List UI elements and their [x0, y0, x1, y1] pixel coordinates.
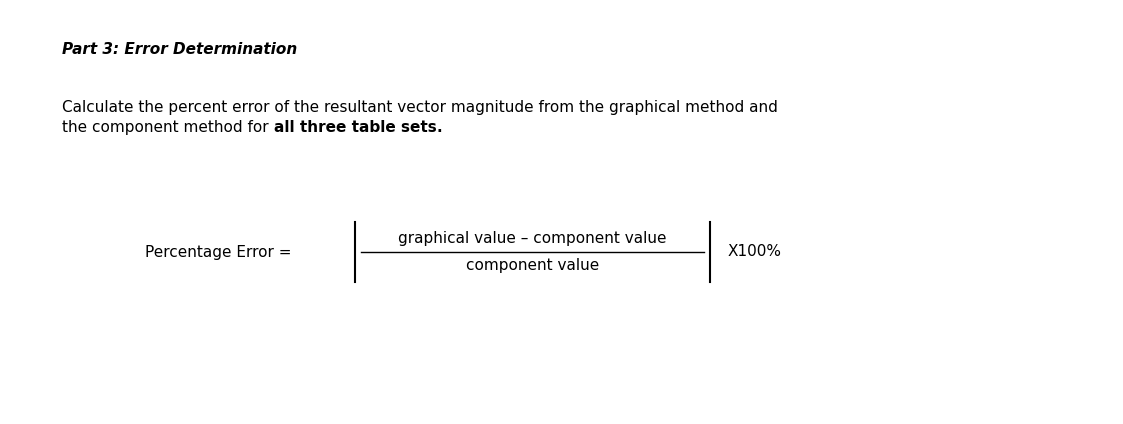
- Text: Part 3: Error Determination: Part 3: Error Determination: [62, 42, 298, 57]
- Text: all three table sets: all three table sets: [274, 120, 436, 135]
- Text: component value: component value: [466, 258, 600, 273]
- Text: .: .: [436, 120, 441, 135]
- Text: X100%: X100%: [728, 245, 782, 259]
- Text: graphical value – component value: graphical value – component value: [399, 231, 667, 246]
- Text: Calculate the percent error of the resultant vector magnitude from the graphical: Calculate the percent error of the resul…: [62, 100, 778, 115]
- Text: Percentage Error =: Percentage Error =: [145, 245, 292, 259]
- Text: the component method for: the component method for: [62, 120, 274, 135]
